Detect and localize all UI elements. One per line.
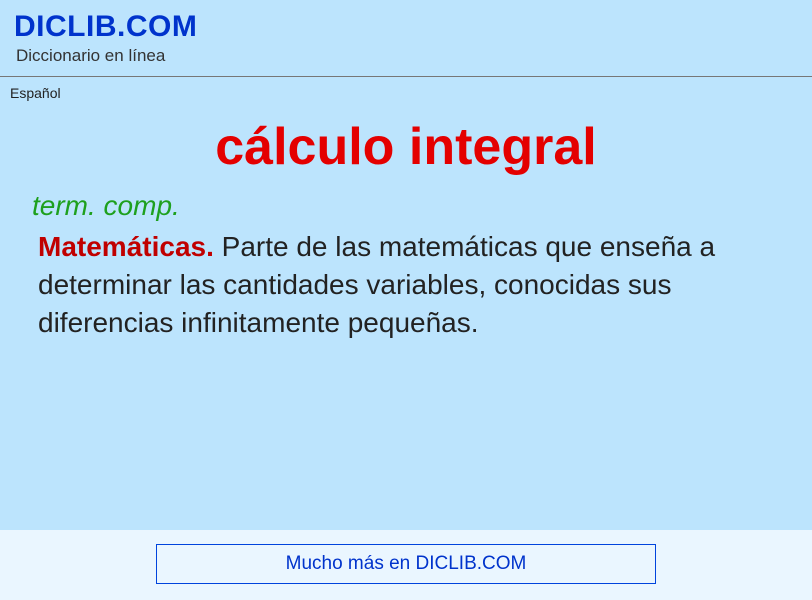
language-label: Español (0, 77, 812, 101)
site-subtitle: Diccionario en línea (16, 46, 804, 66)
part-of-speech: term. comp. (32, 190, 784, 222)
footer-band: Mucho más en DICLIB.COM (0, 530, 812, 600)
headword: cálculo integral (28, 119, 784, 176)
dictionary-entry: cálculo integral term. comp. Matemáticas… (0, 101, 812, 342)
more-link[interactable]: Mucho más en DICLIB.COM (156, 544, 656, 584)
header: DICLIB.COM Diccionario en línea (0, 0, 812, 72)
subject-label: Matemáticas. (38, 231, 214, 262)
site-title-link[interactable]: DICLIB.COM (14, 10, 197, 44)
definition: Matemáticas. Parte de las matemáticas qu… (28, 228, 784, 341)
